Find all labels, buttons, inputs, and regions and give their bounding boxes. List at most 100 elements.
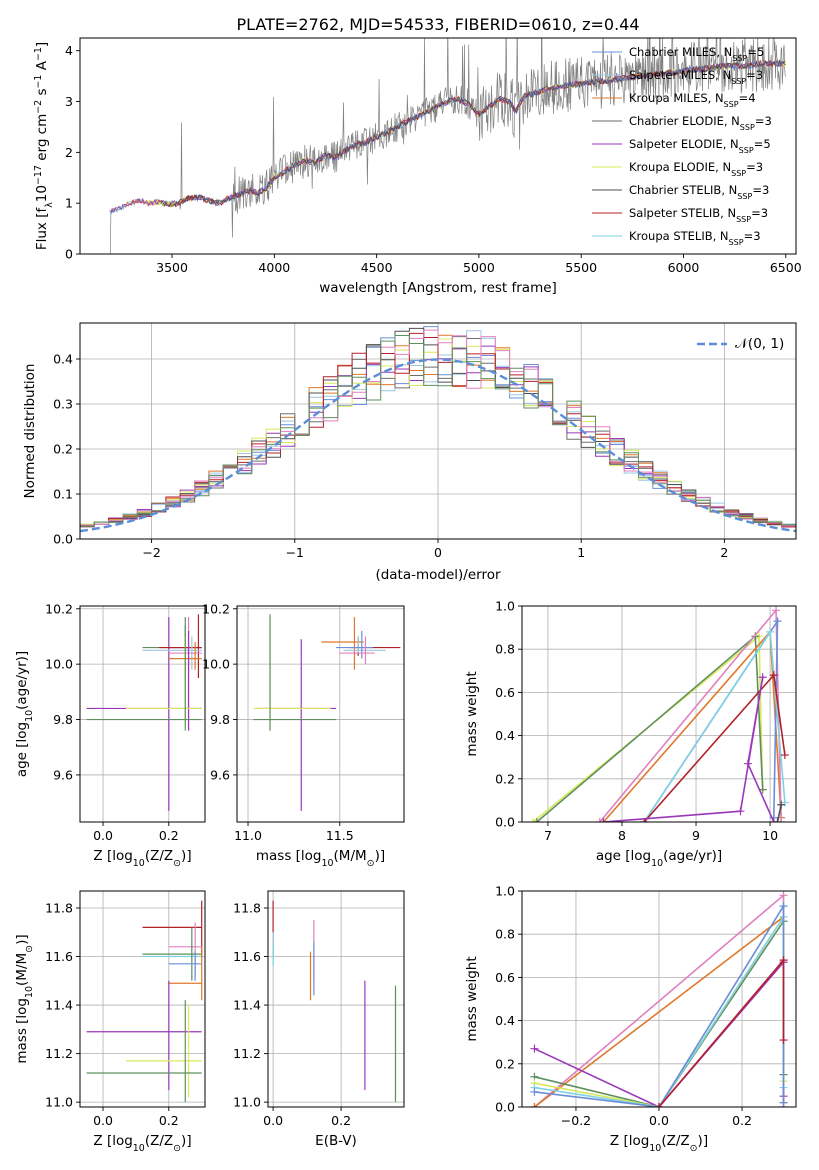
label-segment: 10	[24, 710, 35, 722]
label-segment: (M/M	[14, 953, 30, 986]
label-segment: mass [log	[14, 998, 30, 1064]
errorbar-point	[168, 951, 202, 981]
y-tick-label: 11.4	[45, 998, 73, 1013]
y-tick-label: 9.8	[210, 712, 230, 727]
label-segment: 10	[649, 1143, 661, 1154]
label-segment: =3	[751, 206, 768, 220]
y-tick-label: 11.6	[233, 949, 261, 964]
x-tick-label: 4500	[361, 260, 393, 275]
x-tick-label: 6500	[770, 260, 802, 275]
x-tick-label: 8	[618, 828, 626, 843]
label-segment: ⊙	[24, 945, 35, 953]
x-tick-label: 0.2	[159, 1113, 179, 1128]
y-tick-label: 0.4	[53, 352, 73, 367]
label-segment: (M/M	[334, 848, 367, 864]
errorbar-point	[257, 639, 337, 811]
axes-residuals: −2 −1 0 1 2 0.0 0.1 0.2 0.3 0.4 𝒩(0, 1) (data-model…	[22, 322, 797, 583]
normal-curve	[80, 358, 796, 533]
x-tick-label: 0.2	[331, 1113, 351, 1128]
y-tick-label: 11.8	[45, 900, 73, 915]
label-segment: erg cm	[34, 114, 50, 165]
errorbar-point	[168, 922, 202, 976]
plot-area	[80, 606, 205, 822]
label-segment: 10	[34, 185, 50, 202]
label-segment: =3	[752, 183, 769, 197]
label-segment: 10	[133, 858, 145, 869]
errorbar-point	[86, 630, 202, 731]
plot-area	[522, 606, 796, 822]
y-tick-label: 11.8	[233, 900, 261, 915]
x-tick-label: 9	[692, 828, 700, 843]
label-segment: λ	[44, 202, 55, 208]
errorbar-point	[126, 1005, 202, 1098]
x-axis-label: E(B-V)	[315, 1133, 357, 1149]
label-segment: Salpeter MILES, N	[629, 68, 731, 82]
x-tick-label: 5500	[565, 260, 597, 275]
errorbar-point	[86, 625, 202, 731]
label-segment: =3	[755, 114, 772, 128]
y-tick-label: 0.8	[495, 927, 515, 942]
mass-weight-line	[658, 957, 785, 1107]
legend-entry: Kroupa STELIB, NSSP=3	[629, 229, 761, 247]
label-segment: ⊙	[173, 1143, 181, 1154]
x-tick-label: 3500	[156, 260, 188, 275]
y-tick-label: 0.2	[495, 771, 515, 786]
label-segment: (Z/Z	[145, 1133, 173, 1149]
label-segment: Chabrier MILES, N	[629, 45, 732, 59]
label-segment: Normed distribution	[22, 364, 38, 499]
label-segment: Z [log	[93, 848, 132, 864]
y-tick-label: 2	[65, 145, 73, 160]
label-segment: mass [log	[256, 848, 322, 864]
label-segment: mass weight	[464, 671, 480, 756]
mass-weight-marker	[769, 818, 778, 822]
mass-weight-marker	[779, 902, 788, 911]
errorbar-point	[86, 1000, 202, 1103]
x-tick-label: 0	[434, 545, 442, 560]
label-segment: )]	[375, 848, 386, 864]
y-tick-label: 0.0	[53, 532, 73, 547]
axes-frame	[79, 37, 797, 255]
legend-entry: 𝒩(0, 1)	[735, 336, 784, 352]
x-tick-label: 5000	[463, 260, 495, 275]
x-tick-label: 11.0	[234, 828, 262, 843]
axes-frame	[79, 605, 206, 823]
mass-weight-marker	[773, 818, 782, 822]
x-axis-label: mass [log10(M/M⊙)]	[256, 848, 385, 869]
mass-weight-marker	[773, 617, 782, 626]
label-segment: )]	[14, 934, 30, 945]
y-tick-label: 9.8	[53, 712, 73, 727]
label-segment: Kroupa MILES, N	[629, 91, 724, 105]
y-tick-label: 11.0	[233, 1095, 261, 1110]
y-tick-label: 11.2	[233, 1046, 261, 1061]
label-segment: ⊙	[690, 1143, 698, 1154]
mass-weight-marker	[530, 1087, 539, 1096]
axes-spectrum: 3500 4000 4500 5000 5500 6000 6500 0 1 2 3 4 PLATE=2…	[33, 15, 802, 296]
y-axis-label: age [log10(age/yr)]	[14, 651, 35, 777]
mass-weight-line	[643, 629, 786, 822]
histogram-series	[80, 335, 796, 529]
mass-weight-marker	[599, 818, 608, 822]
label-segment: SSP	[732, 54, 747, 63]
label-segment: =3	[744, 229, 761, 243]
mass-weight-marker	[779, 1036, 788, 1045]
model-spectrum-line	[160, 59, 786, 208]
label-segment: ]	[34, 42, 50, 47]
histogram-series	[80, 329, 796, 529]
label-segment: 10	[651, 858, 663, 869]
label-segment: =5	[754, 137, 771, 151]
plot-area	[522, 891, 796, 1107]
mass-weight-marker	[779, 891, 788, 900]
errorbar-point	[253, 614, 337, 731]
label-segment: =3	[746, 68, 763, 82]
plot-area	[237, 606, 404, 822]
x-tick-label: 10	[762, 828, 778, 843]
label-segment: A	[34, 60, 50, 74]
x-tick-label: −2	[142, 545, 160, 560]
axes-frame	[267, 890, 405, 1108]
x-axis-label: Z [log10(Z/Z⊙)]	[93, 1133, 191, 1154]
label-segment: SSP	[739, 146, 754, 155]
errorbar-point	[142, 900, 203, 957]
y-tick-label: 11.2	[45, 1046, 73, 1061]
